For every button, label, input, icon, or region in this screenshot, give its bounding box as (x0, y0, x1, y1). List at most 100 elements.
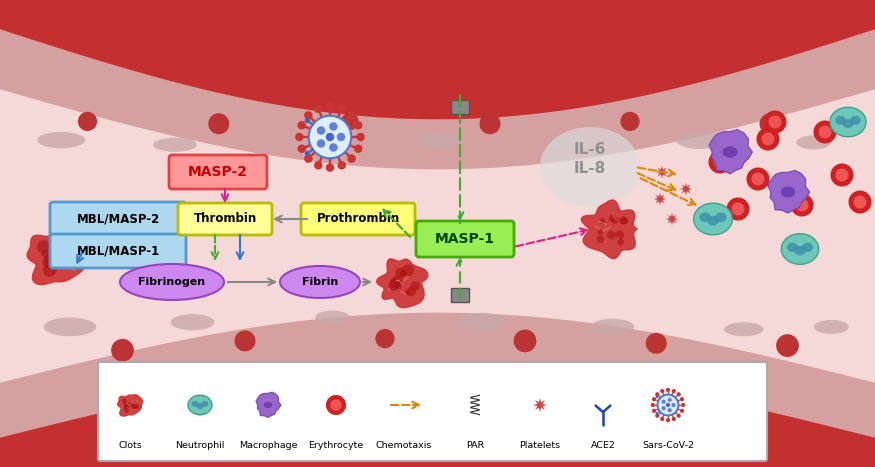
Circle shape (314, 161, 323, 170)
Circle shape (314, 105, 323, 113)
Ellipse shape (814, 320, 849, 334)
Ellipse shape (44, 318, 96, 336)
Text: Platelets: Platelets (520, 440, 561, 450)
Circle shape (621, 217, 628, 224)
Circle shape (309, 116, 351, 158)
Circle shape (790, 193, 814, 217)
Circle shape (480, 113, 500, 134)
Circle shape (304, 118, 310, 123)
Polygon shape (680, 183, 692, 195)
Circle shape (329, 143, 338, 152)
Circle shape (78, 112, 97, 131)
Circle shape (317, 126, 326, 135)
Circle shape (652, 397, 656, 401)
Circle shape (514, 330, 536, 352)
Circle shape (134, 406, 137, 409)
Polygon shape (27, 231, 90, 284)
Circle shape (646, 333, 667, 354)
Circle shape (752, 172, 765, 185)
Polygon shape (767, 170, 809, 213)
FancyBboxPatch shape (451, 288, 469, 302)
Polygon shape (655, 166, 668, 178)
Circle shape (37, 240, 51, 254)
Polygon shape (654, 193, 666, 205)
Polygon shape (256, 392, 281, 417)
Text: PAR: PAR (466, 440, 484, 450)
Text: Neutrophil: Neutrophil (175, 440, 225, 450)
Circle shape (607, 230, 616, 240)
Text: ACE2: ACE2 (591, 440, 615, 450)
Circle shape (668, 408, 672, 412)
Circle shape (732, 203, 745, 215)
Text: Sars-CoV-2: Sars-CoV-2 (642, 440, 694, 450)
Circle shape (651, 403, 655, 407)
Ellipse shape (289, 135, 324, 149)
Circle shape (326, 163, 334, 172)
Circle shape (60, 253, 66, 259)
Circle shape (396, 268, 405, 278)
Circle shape (43, 255, 56, 269)
Ellipse shape (416, 132, 459, 149)
Ellipse shape (850, 116, 861, 125)
Circle shape (830, 163, 853, 186)
Text: Fibrinogen: Fibrinogen (138, 277, 206, 287)
Circle shape (406, 287, 416, 297)
Circle shape (317, 139, 326, 148)
Circle shape (298, 144, 306, 153)
Circle shape (341, 113, 359, 130)
FancyBboxPatch shape (301, 203, 415, 235)
Text: MASP-1: MASP-1 (435, 232, 495, 246)
Ellipse shape (724, 322, 763, 336)
Circle shape (599, 218, 605, 224)
Ellipse shape (540, 127, 640, 207)
Circle shape (662, 400, 666, 404)
Ellipse shape (715, 212, 726, 222)
Ellipse shape (192, 401, 199, 407)
Circle shape (814, 120, 836, 143)
Circle shape (609, 215, 616, 222)
Ellipse shape (796, 135, 831, 149)
Circle shape (389, 277, 401, 289)
Circle shape (347, 111, 356, 120)
Circle shape (208, 113, 229, 134)
Circle shape (392, 276, 402, 286)
Circle shape (52, 248, 60, 255)
Circle shape (326, 395, 346, 415)
Text: IL-6
IL-8: IL-6 IL-8 (574, 142, 606, 176)
Circle shape (676, 392, 681, 396)
FancyBboxPatch shape (416, 221, 514, 257)
Circle shape (652, 409, 656, 413)
Circle shape (598, 229, 603, 235)
Text: Erythrocyte: Erythrocyte (308, 440, 364, 450)
Circle shape (131, 403, 134, 406)
Ellipse shape (836, 116, 846, 125)
Ellipse shape (120, 264, 224, 300)
Circle shape (655, 414, 660, 418)
Polygon shape (709, 129, 752, 174)
Text: MBL/MASP-1: MBL/MASP-1 (76, 245, 159, 257)
Circle shape (60, 254, 73, 267)
Ellipse shape (188, 395, 212, 415)
Polygon shape (533, 398, 547, 412)
Ellipse shape (723, 146, 738, 158)
Text: Thrombin: Thrombin (193, 212, 256, 226)
Circle shape (326, 102, 334, 111)
Circle shape (671, 403, 676, 407)
Circle shape (655, 392, 660, 396)
Ellipse shape (787, 243, 798, 252)
Circle shape (795, 198, 808, 212)
Circle shape (304, 111, 312, 120)
Circle shape (234, 331, 255, 351)
Ellipse shape (676, 131, 724, 149)
Text: Clots: Clots (118, 440, 142, 450)
Circle shape (338, 105, 346, 113)
Ellipse shape (263, 402, 272, 408)
Circle shape (672, 389, 676, 393)
Circle shape (666, 418, 670, 422)
Circle shape (776, 334, 799, 357)
Circle shape (304, 155, 312, 163)
Circle shape (761, 133, 774, 146)
Circle shape (338, 161, 346, 170)
Circle shape (298, 121, 306, 129)
Polygon shape (582, 200, 637, 259)
